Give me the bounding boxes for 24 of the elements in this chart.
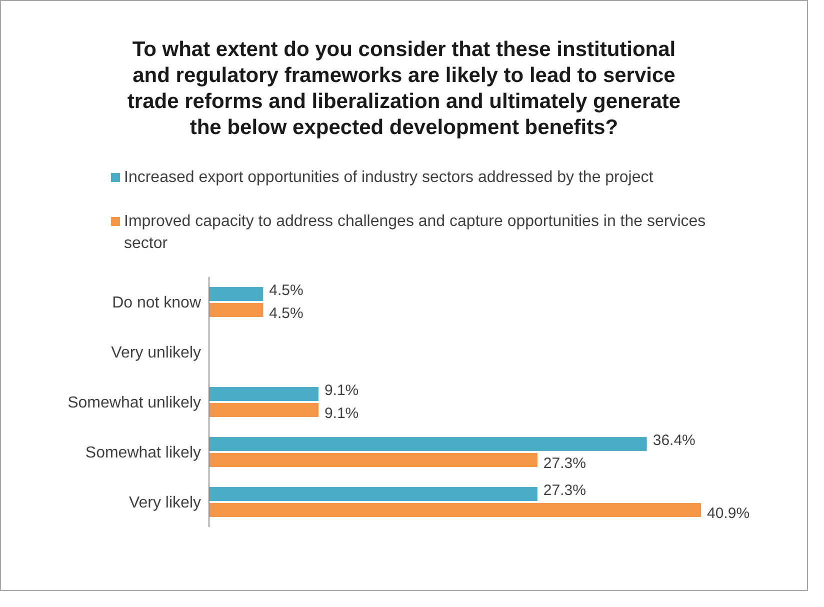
bar [209, 503, 701, 517]
y-tick-label: Do not know [112, 294, 202, 312]
chart-title: To what extent do you consider that these institutional and regulatory frameworks are likely to lead to service trade reforms and liberalization and ultimately generate the below expected development benefits? [126, 37, 682, 141]
y-tick-label: Very likely [128, 494, 201, 512]
y-tick-label: Very unlikely [111, 344, 201, 362]
data-label: 4.5% [269, 304, 304, 322]
legend-label: Increased export opportunities of industry sectors addressed by the project [124, 168, 654, 188]
data-label: 27.3% [543, 454, 586, 472]
bar [209, 287, 264, 301]
data-label: 4.5% [269, 282, 304, 299]
data-label: 27.3% [543, 482, 586, 499]
data-label: 9.1% [324, 404, 359, 422]
y-tick-label: Somewhat unlikely [68, 394, 201, 412]
bar [209, 437, 647, 451]
bar [209, 387, 318, 401]
y-tick-label: Somewhat likely [85, 444, 201, 462]
bar [209, 453, 538, 467]
bar [209, 303, 264, 317]
bar [209, 487, 538, 501]
bar [209, 403, 318, 417]
data-label: 9.1% [324, 382, 359, 399]
data-label: 36.4% [652, 432, 696, 449]
data-label: 40.9% [707, 504, 750, 522]
legend-label: Improved capacity to address challenges and capture opportunities in the services sector [124, 212, 707, 254]
